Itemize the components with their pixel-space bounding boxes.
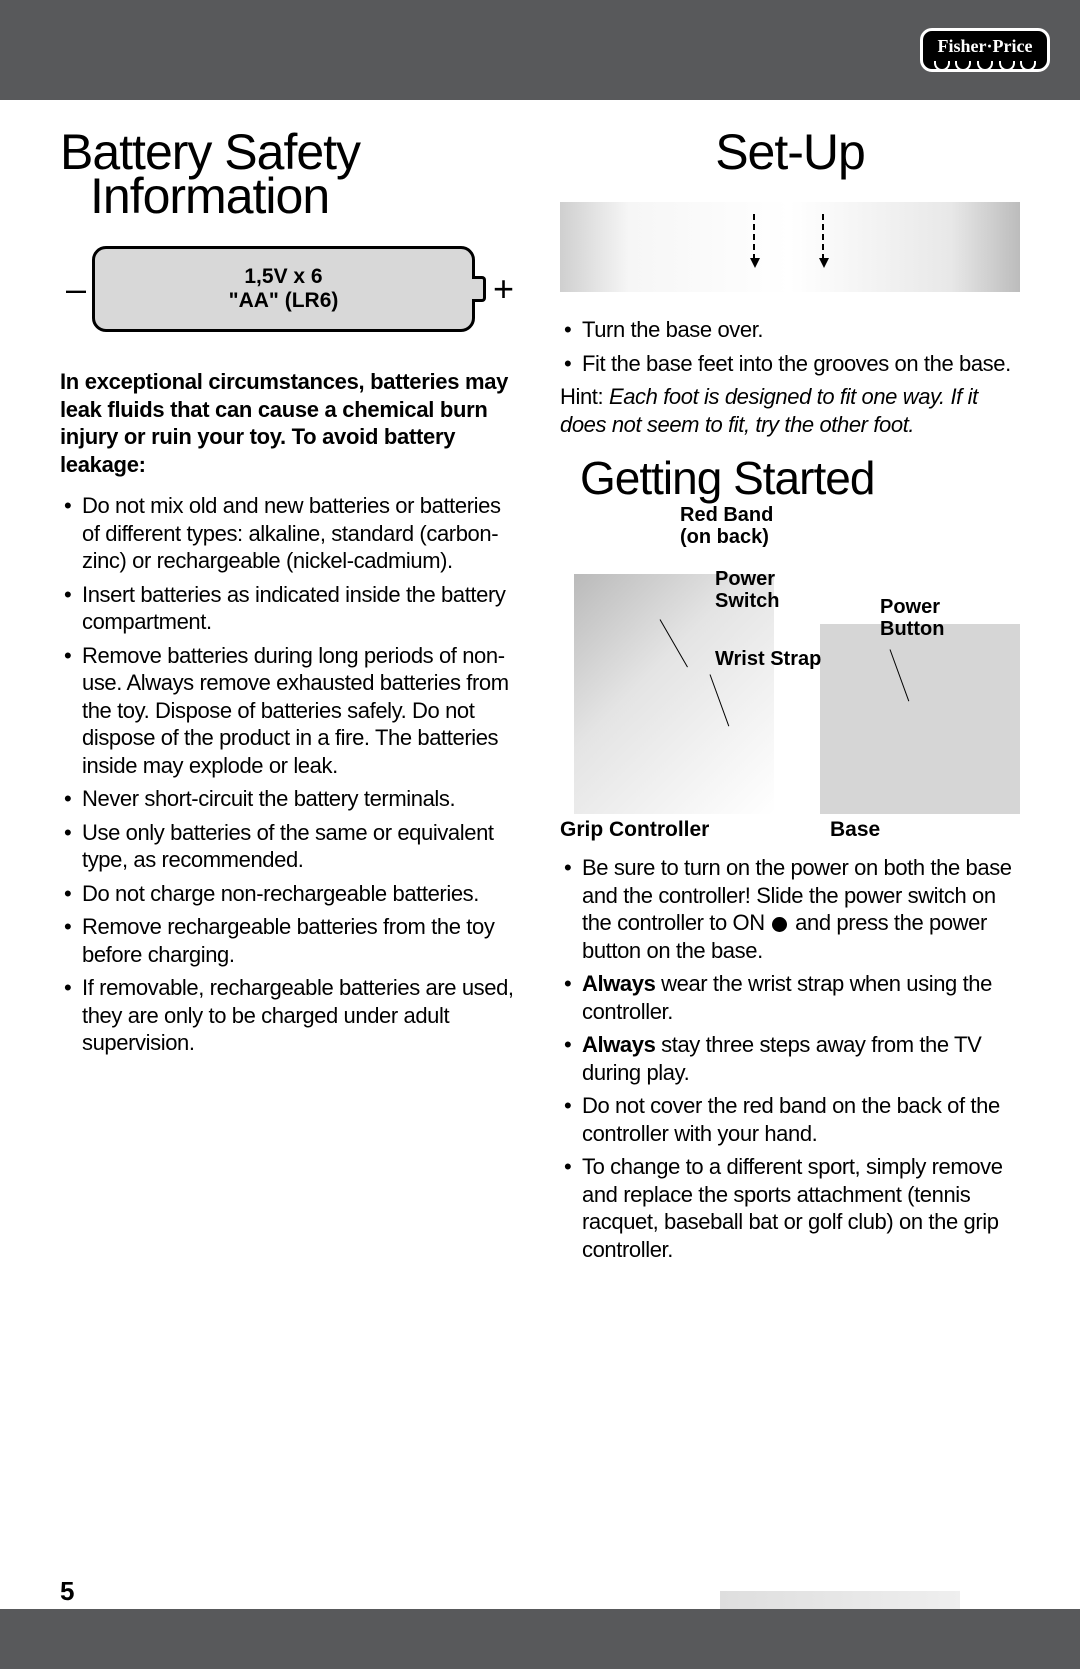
list-item: Be sure to turn on the power on both the…	[560, 854, 1020, 964]
arrow-icon	[753, 214, 755, 260]
battery-spec-line1: 1,5V x 6	[244, 265, 322, 289]
heading-line2: Information	[60, 168, 329, 224]
logo-text: Fisher·Price	[938, 36, 1033, 56]
list-item: Remove rechargeable batteries from the t…	[60, 913, 520, 968]
setup-hint: Hint: Each foot is designed to fit one w…	[560, 383, 1020, 438]
red-band-label: Red Band (on back)	[680, 504, 773, 548]
list-item: Insert batteries as indicated inside the…	[60, 581, 520, 636]
wrist-strap-label: Wrist Strap	[715, 648, 821, 670]
battery-intro-text: In exceptional circumstances, batteries …	[60, 368, 520, 478]
power-switch-label: Power Switch	[715, 568, 779, 612]
list-item: Fit the base feet into the grooves on th…	[560, 350, 1020, 378]
page-number: 5	[60, 1576, 74, 1607]
page-content: Battery Safety Information – 1,5V x 6 "A…	[0, 100, 1080, 1269]
list-item: Turn the base over.	[560, 316, 1020, 344]
battery-diagram: – 1,5V x 6 "AA" (LR6) +	[60, 246, 520, 332]
hint-text: Each foot is designed to fit one way. If…	[560, 384, 978, 437]
grip-controller-label: Grip Controller	[560, 818, 750, 842]
battery-spec-line2: "AA" (LR6)	[229, 289, 339, 313]
list-item: Remove batteries during long periods of …	[60, 642, 520, 780]
battery-shape: 1,5V x 6 "AA" (LR6)	[92, 246, 475, 332]
base-label: Base	[750, 818, 1020, 842]
list-item: Do not charge non-rechargeable batteries…	[60, 880, 520, 908]
footer-bar	[0, 1609, 1080, 1669]
battery-bullet-list: Do not mix old and new batteries or batt…	[60, 492, 520, 1057]
on-dot-icon	[772, 917, 787, 932]
header-bar: Fisher·Price	[0, 0, 1080, 100]
battery-safety-heading: Battery Safety Information	[60, 130, 520, 218]
fisher-price-logo: Fisher·Price	[920, 28, 1050, 72]
list-item: Use only batteries of the same or equiva…	[60, 819, 520, 874]
hint-label: Hint:	[560, 384, 609, 409]
setup-diagram	[560, 202, 1020, 292]
list-item: To change to a different sport, simply r…	[560, 1153, 1020, 1263]
list-item: Do not mix old and new batteries or batt…	[60, 492, 520, 575]
list-item: Always stay three steps away from the TV…	[560, 1031, 1020, 1086]
getting-started-diagram: Red Band (on back) Power Switch Wrist St…	[560, 504, 1020, 814]
battery-nub	[472, 276, 486, 302]
power-button-label: Power Button	[880, 596, 944, 640]
minus-sign: –	[60, 268, 92, 310]
arrow-icon	[822, 214, 824, 260]
list-item: Never short-circuit the battery terminal…	[60, 785, 520, 813]
diagram-bottom-labels: Grip Controller Base	[560, 818, 1020, 842]
right-column: Set-Up Turn the base over. Fit the base f…	[560, 130, 1020, 1269]
getting-started-bullet-list: Be sure to turn on the power on both the…	[560, 854, 1020, 1263]
setup-heading: Set-Up	[560, 130, 1020, 174]
list-item: Always wear the wrist strap when using t…	[560, 970, 1020, 1025]
logo-scallop	[931, 61, 1039, 71]
left-column: Battery Safety Information – 1,5V x 6 "A…	[60, 130, 520, 1269]
base-image	[820, 624, 1020, 814]
list-item: Do not cover the red band on the back of…	[560, 1092, 1020, 1147]
getting-started-heading: Getting Started	[560, 458, 1020, 498]
list-item: If removable, rechargeable batteries are…	[60, 974, 520, 1057]
setup-bullet-list: Turn the base over. Fit the base feet int…	[560, 316, 1020, 377]
